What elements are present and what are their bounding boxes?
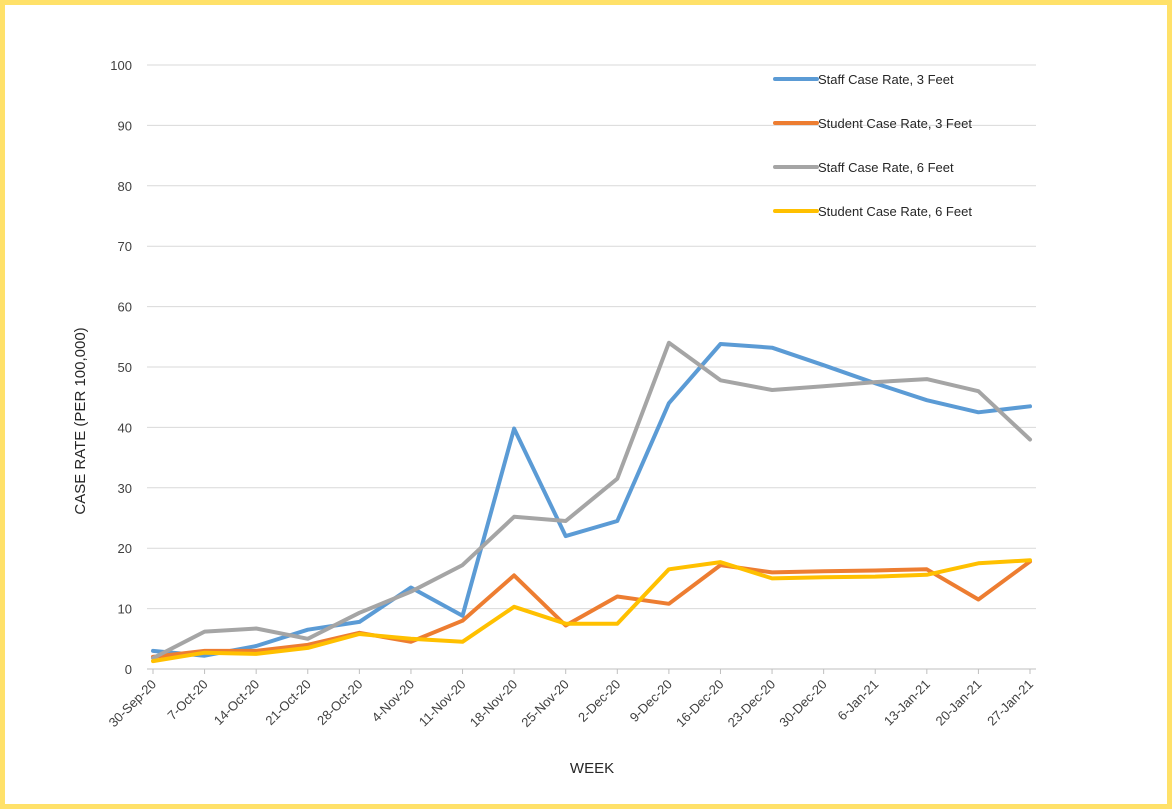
series-line — [151, 342, 1032, 658]
y-tick-label: 90 — [118, 118, 132, 133]
series-line — [151, 340, 1032, 661]
y-tick-label: 40 — [118, 420, 132, 435]
x-tick-label: 14-Oct-20 — [211, 677, 262, 728]
x-tick-label: 18-Nov-20 — [467, 677, 521, 731]
y-axis-ticks: 0 10 20 30 40 50 60 70 80 90 100 — [110, 58, 132, 677]
gridlines — [147, 64, 1036, 670]
x-tick-label: 2-Dec-20 — [575, 677, 623, 725]
x-tick-label: 9-Dec-20 — [627, 677, 675, 725]
x-tick-label: 25-Nov-20 — [518, 677, 572, 731]
y-tick-label: 70 — [118, 239, 132, 254]
x-tick-label: 11-Nov-20 — [416, 677, 469, 730]
x-tick-label: 28-Oct-20 — [314, 677, 365, 728]
y-tick-label: 100 — [110, 58, 132, 73]
legend-label: Student Case Rate, 3 Feet — [818, 116, 972, 131]
y-tick-label: 30 — [118, 481, 132, 496]
series-line — [151, 558, 1032, 664]
series-line — [151, 559, 1032, 659]
x-axis-title: WEEK — [570, 760, 614, 777]
x-tick-label: 13-Jan-21 — [881, 677, 933, 729]
legend-label: Student Case Rate, 6 Feet — [818, 204, 972, 219]
y-tick-label: 10 — [118, 602, 132, 617]
y-axis-title: CASE RATE (PER 100,000) — [72, 327, 89, 514]
y-tick-label: 50 — [118, 360, 132, 375]
legend: Staff Case Rate, 3 Feet Student Case Rate… — [773, 72, 972, 219]
x-tick-label: 21-Oct-20 — [262, 677, 313, 728]
x-tick-label: 7-Oct-20 — [164, 677, 210, 723]
x-tick-label: 4-Nov-20 — [369, 677, 417, 725]
series-lines — [151, 340, 1032, 664]
x-tick-label: 30-Dec-20 — [776, 677, 830, 731]
x-tick-label: 20-Jan-21 — [933, 677, 985, 729]
y-tick-label: 20 — [118, 541, 132, 556]
x-tick-label: 16-Dec-20 — [673, 677, 727, 731]
x-axis-ticks: 30-Sep-20 7-Oct-20 14-Oct-20 21-Oct-20 28-Oc… — [106, 669, 1036, 731]
x-tick-label: 23-Dec-20 — [725, 677, 779, 731]
y-tick-label: 60 — [118, 300, 132, 315]
x-tick-label: 6-Jan-21 — [834, 677, 881, 724]
x-tick-label: 27-Jan-21 — [984, 677, 1036, 729]
y-tick-label: 80 — [118, 179, 132, 194]
y-tick-label: 0 — [125, 662, 132, 677]
legend-label: Staff Case Rate, 3 Feet — [818, 72, 954, 87]
x-tick-label: 30-Sep-20 — [106, 677, 160, 731]
legend-label: Staff Case Rate, 6 Feet — [818, 160, 954, 175]
